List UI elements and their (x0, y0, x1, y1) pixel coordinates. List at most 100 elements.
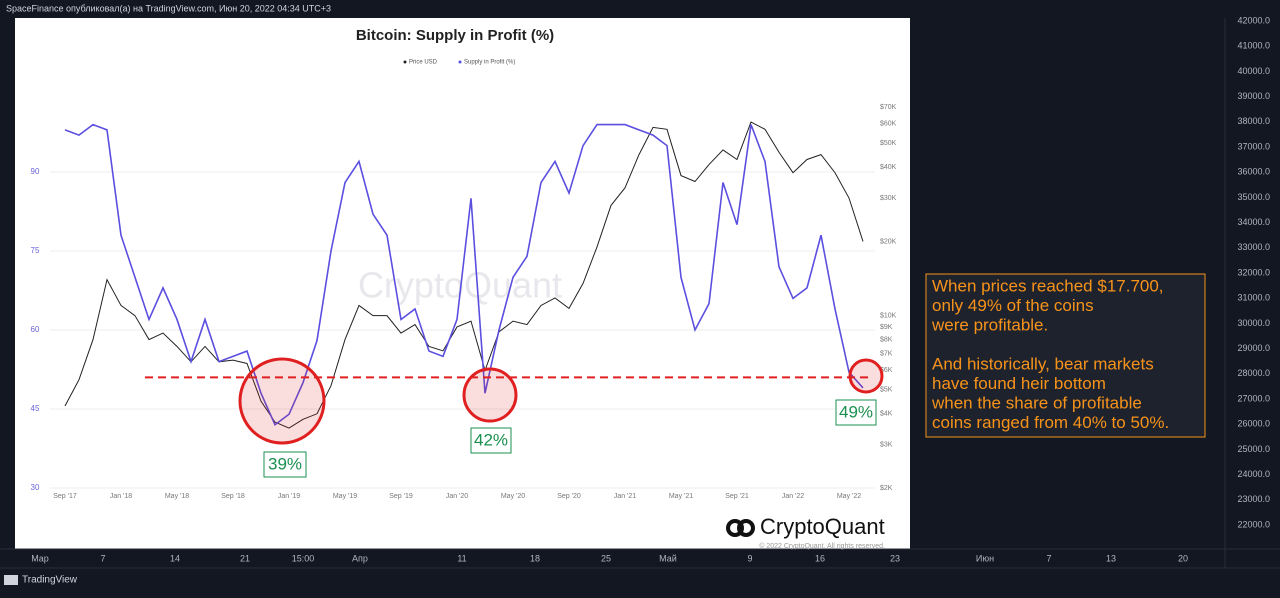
legend-swatch (458, 60, 462, 64)
y2-tick-label: $70K (880, 104, 897, 111)
annotation-box (835, 399, 877, 426)
y2-tick-label: $8K (880, 336, 893, 343)
y2-tick-label: $2K (880, 485, 893, 492)
tv-time-label: 13 (1106, 553, 1116, 563)
tv-price-label: 22000.0 (1237, 519, 1270, 529)
y2-tick-label: $6K (880, 367, 893, 374)
x-tick-label: May '20 (501, 493, 525, 500)
tv-time-label: Апр (352, 553, 368, 563)
y2-tick-label: $4K (880, 411, 893, 418)
tv-time-label: 15:00 (292, 553, 315, 563)
footer-brand: TradingView (22, 575, 78, 586)
y2-tick-label: $50K (880, 140, 897, 147)
y-tick-label: 90 (31, 167, 40, 176)
chart-title: Bitcoin: Supply in Profit (%) (356, 27, 554, 44)
tv-price-label: 38000.0 (1237, 116, 1270, 126)
x-tick-label: Jan '22 (782, 493, 804, 500)
note-line: were profitable. (931, 315, 1048, 334)
tv-price-label: 30000.0 (1237, 318, 1270, 328)
y2-tick-label: $10K (880, 313, 897, 320)
x-tick-label: Jan '20 (446, 493, 468, 500)
annotation-label: 42% (474, 430, 508, 449)
highlight-circle (238, 357, 326, 445)
tv-time-label: 16 (815, 553, 825, 563)
note-line: when the share of profitable (931, 393, 1142, 412)
x-tick-label: Jan '19 (278, 493, 300, 500)
y-tick-label: 30 (31, 483, 40, 492)
tv-time-label: Май (659, 553, 677, 563)
tv-price-label: 23000.0 (1237, 494, 1270, 504)
x-tick-label: May '19 (333, 493, 357, 500)
note-box (925, 273, 1206, 438)
series-line (64, 123, 864, 427)
annotation-label: 39% (268, 454, 302, 473)
tv-time-label: 25 (601, 553, 611, 563)
copyright: © 2022 CryptoQuant. All rights reserved. (759, 542, 885, 550)
note-line: only 49% of the coins (932, 296, 1094, 315)
chart-image (15, 18, 910, 549)
annotation-box (263, 451, 307, 478)
legend-label: Price USD (409, 60, 438, 66)
brand-logo (726, 519, 755, 537)
tv-time-label: Мар (31, 553, 49, 563)
note-line: coins ranged from 40% to 50%. (932, 413, 1169, 432)
tv-time-label: 21 (240, 553, 250, 563)
tv-price-label: 27000.0 (1237, 393, 1270, 403)
x-tick-label: Jan '21 (614, 493, 636, 500)
tv-price-label: 35000.0 (1237, 192, 1270, 202)
x-tick-label: May '21 (669, 493, 693, 500)
tv-price-label: 26000.0 (1237, 419, 1270, 429)
tv-price-label: 41000.0 (1237, 41, 1270, 51)
tv-time-label: 9 (747, 553, 752, 563)
x-tick-label: May '18 (165, 493, 189, 500)
y2-tick-label: $9K (880, 324, 893, 331)
y-tick-label: 60 (31, 325, 40, 334)
tv-logo (4, 575, 18, 585)
tv-time-label: 14 (170, 553, 180, 563)
note-line: have found heir bottom (932, 374, 1106, 393)
tv-price-label: 29000.0 (1237, 343, 1270, 353)
tv-price-label: 34000.0 (1237, 217, 1270, 227)
tv-time-label: Июн (976, 553, 994, 563)
y2-tick-label: $30K (880, 195, 897, 202)
tv-price-label: 40000.0 (1237, 66, 1270, 76)
brand: CryptoQuant (760, 514, 885, 539)
x-tick-label: Sep '18 (221, 493, 245, 500)
y2-tick-label: $5K (880, 387, 893, 394)
x-tick-label: Sep '17 (53, 493, 77, 500)
tv-price-label: 36000.0 (1237, 167, 1270, 177)
tv-price-label: 37000.0 (1237, 141, 1270, 151)
y2-tick-label: $60K (880, 121, 897, 128)
note-line: When prices reached $17.700, (932, 276, 1164, 295)
legend-label: Supply in Profit (%) (464, 60, 515, 66)
annotation-box (470, 427, 512, 454)
y2-tick-label: $7K (880, 351, 893, 358)
highlight-circle (848, 358, 884, 394)
tv-price-label: 32000.0 (1237, 267, 1270, 277)
legend-swatch (403, 60, 407, 64)
tv-price-label: 42000.0 (1237, 15, 1270, 25)
annotation-label: 49% (839, 402, 873, 421)
series-line (64, 121, 864, 429)
tv-time-label: 20 (1178, 553, 1188, 563)
tv-price-label: 31000.0 (1237, 293, 1270, 303)
x-tick-label: Jan '18 (110, 493, 132, 500)
x-tick-label: Sep '21 (725, 493, 749, 500)
x-tick-label: Sep '19 (389, 493, 413, 500)
y2-tick-label: $20K (880, 238, 897, 245)
tv-time-label: 18 (530, 553, 540, 563)
note-line: And historically, bear markets (932, 354, 1154, 373)
tv-price-label: 33000.0 (1237, 242, 1270, 252)
tv-time-label: 7 (100, 553, 105, 563)
x-tick-label: Sep '20 (557, 493, 581, 500)
y2-tick-label: $40K (880, 164, 897, 171)
tv-time-label: 7 (1046, 553, 1051, 563)
highlight-circle (462, 367, 518, 423)
y-tick-label: 75 (31, 246, 40, 255)
y-tick-label: 45 (31, 404, 40, 413)
tv-price-label: 28000.0 (1237, 368, 1270, 378)
tv-time-label: 23 (890, 553, 900, 563)
tv-price-label: 24000.0 (1237, 469, 1270, 479)
